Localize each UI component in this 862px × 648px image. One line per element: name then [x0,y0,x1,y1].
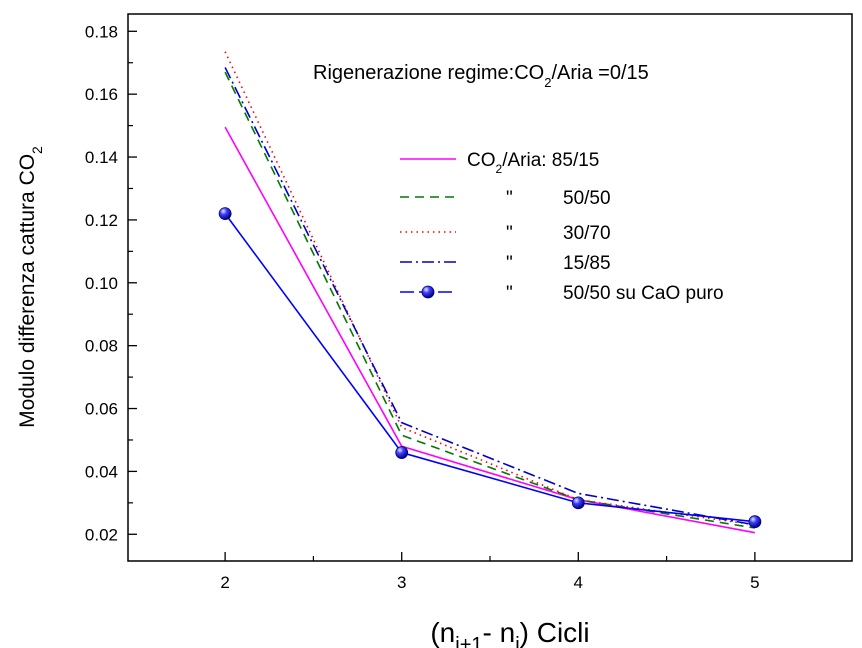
legend-entry-85-15: CO2/Aria: 85/15 [400,150,599,176]
legend-entry-cao: " 50/50 su CaO puro [400,283,724,304]
y-tick-label: 0.06 [85,400,118,419]
y-tick-label: 0.14 [85,148,118,167]
y-tick-label: 0.08 [85,337,118,356]
plot-frame [127,13,853,562]
legend-label-cao: 50/50 su CaO puro [563,283,724,304]
y-tick-label: 0.16 [85,85,118,104]
x-tick-label: 3 [397,573,406,592]
chart-title-main: Rigenerazione regime:CO [313,62,544,84]
x-axis-ticks: 2 3 4 5 [220,552,760,592]
legend-label-50-50: 50/50 [563,188,611,209]
series-line-4 [224,213,755,523]
legend-ditto-30-70: " [506,223,513,244]
y-tick-label: 0.18 [85,22,118,41]
legend-label-15-85: 15/85 [563,253,611,274]
y-tick-label: 0.02 [85,525,118,544]
legend-label-85-15: CO2/Aria: 85/15 [467,150,599,176]
series-4-point-0 [218,207,232,221]
legend-ditto-15-85: " [506,253,513,274]
y-tick-label: 0.04 [85,462,118,481]
series-4-point-1 [395,446,409,459]
legend-entry-50-50: " 50/50 [400,188,611,209]
y-tick-label: 0.12 [85,211,118,230]
x-tick-label: 2 [220,573,229,592]
x-axis-title: (ni+1- ni) Cicli [430,617,589,648]
legend-ditto-50-50: " [506,188,513,209]
series-line-1 [224,71,756,529]
x-tick-label: 4 [574,573,583,592]
legend-ditto-cao: " [506,283,513,304]
chart-title-subscript: 2 [544,75,551,90]
y-axis-title: Modulo differenza cattura CO2 [16,146,45,428]
series-line-0 [224,126,756,534]
series-layer [218,51,762,534]
legend-label-30-70: 30/70 [563,223,611,244]
series-line-3 [224,67,756,526]
y-axis-ticks: 0.02 0.04 0.06 0.08 0.10 0.12 0.14 0.16 0.18 [85,22,137,544]
series-4-point-2 [571,496,585,510]
x-tick-label: 5 [750,573,759,592]
series-4-point-3 [748,515,762,529]
legend: CO2/Aria: 85/15 " 50/50 " 30/70 " 15/85 … [400,150,724,304]
legend-entry-30-70: " 30/70 [400,223,611,244]
chart-title: Rigenerazione regime:CO2/Aria =0/15 [313,62,649,90]
chart-title-tail: /Aria =0/15 [551,62,648,84]
y-tick-label: 0.10 [85,274,118,293]
legend-entry-15-85: " 15/85 [400,253,611,274]
legend-marker-cao [421,285,435,299]
